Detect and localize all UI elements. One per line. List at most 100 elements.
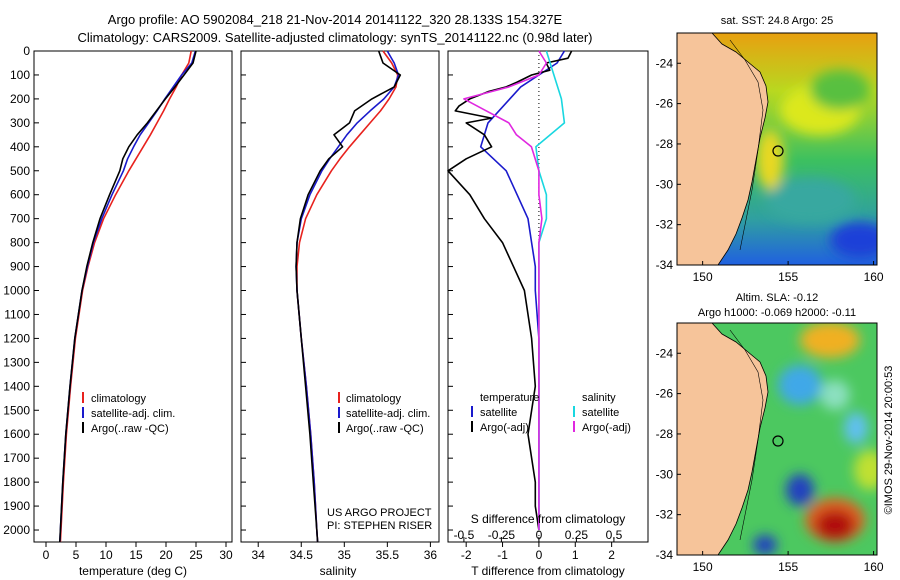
project-label: US ARGO PROJECT [327,507,432,519]
legend-satellite-adj: satellite-adj. clim. [91,408,175,420]
map-x-tick-label: 155 [778,560,798,574]
s-tick-label: -0.25 [488,528,516,542]
sla-argo-location-marker [772,435,784,447]
series-temperature-argo-adj- [447,50,573,531]
imos-timestamp: ©IMOS 29-Nov-2014 20:00:53 [883,366,895,515]
salinity-plot-frame [240,50,440,543]
figure-title-line2: Climatology: CARS2009. Satellite-adjuste… [78,30,593,45]
map-y-tick-label: -30 [656,177,674,191]
x-tick-label: 34.5 [290,548,314,562]
map-x-tick-label: 155 [778,270,798,284]
sla-map-title2: Argo h1000: -0.069 h2000: -0.11 [698,307,856,319]
y-tick-label: 1800 [3,475,30,489]
legend-satellite-adj: satellite-adj. clim. [346,408,430,420]
x-tick-label: 25 [189,548,203,562]
x-tick-label: 2 [608,548,615,562]
map-x-tick-label: 160 [864,270,884,284]
map-y-tick-label: -32 [656,508,674,522]
salinity-panel: 34 34.5 35 35.5 36 salinity climatology sate… [240,50,440,578]
s-tick-label: 0.5 [606,528,623,542]
legend-s-satellite: satellite [582,407,619,419]
y-tick-label: 0 [23,44,30,58]
x-tick-label: -1 [497,548,508,562]
map-y-tick-label: -32 [656,218,674,232]
legend-salinity-head: salinity [582,392,616,404]
x-tick-label: 30 [219,548,233,562]
legend-s-argo: Argo(-adj) [582,422,631,434]
y-tick-label: 1100 [4,307,30,321]
difference-legend: temperature salinity satellite satellite… [471,392,631,434]
y-tick-label: 800 [10,236,30,250]
sla-map-frame [676,322,878,556]
x-tick-label: 35.5 [376,548,400,562]
map-y-tick-label: -28 [656,427,674,441]
x-tick-label: 5 [73,548,80,562]
x-tick-label: 34 [252,548,266,562]
difference-xlabel-bottom: T difference from climatology [471,564,625,578]
y-tick-label: 900 [10,260,30,274]
y-tick-label: 700 [10,212,30,226]
legend-t-satellite: satellite [480,407,517,419]
series-argo-raw-qc- [295,50,402,543]
y-tick-label: 1500 [3,403,30,417]
x-tick-label: 35 [338,548,352,562]
sla-map-title1: Altim. SLA: -0.12 [736,292,819,304]
map-y-tick-label: -34 [656,548,674,562]
y-tick-label: 600 [10,188,30,202]
x-tick-label: 20 [159,548,173,562]
map-y-tick-label: -26 [656,97,674,111]
y-tick-label: 2000 [3,523,30,537]
map-x-tick-label: 150 [693,270,713,284]
legend-climatology: climatology [346,393,402,405]
y-tick-label: 200 [10,92,30,106]
map-y-tick-label: -30 [656,467,674,481]
temperature-legend: climatology satellite-adj. clim. Argo(..… [82,392,175,435]
s-tick-label: -0.5 [454,528,475,542]
map-y-tick-label: -24 [656,346,674,360]
y-tick-label: 100 [10,68,30,82]
x-tick-label: 1 [572,548,579,562]
legend-t-argo: Argo(-adj) [480,422,529,434]
sla-map-image [677,323,877,555]
sst-map-image [677,33,877,265]
sst-map-title: sat. SST: 24.8 Argo: 25 [721,15,834,27]
legend-climatology: climatology [91,393,147,405]
sst-map-panel: sat. SST: 24.8 Argo: 25 150 155 160 -24 -26 -… [656,15,884,284]
map-x-tick-label: 160 [864,560,884,574]
sla-map-panel: Altim. SLA: -0.12 Argo h1000: -0.069 h20… [656,292,884,574]
y-tick-label: 1400 [3,379,30,393]
map-y-tick-label: -26 [656,387,674,401]
y-tick-label: 1200 [3,331,30,345]
difference-plot-frame [447,50,649,543]
s-tick-label: 0 [536,528,543,542]
x-tick-label: 10 [99,548,113,562]
x-tick-label: 36 [424,548,438,562]
difference-xlabel-top: S difference from climatology [471,512,626,526]
sst-argo-location-marker [772,145,784,157]
legend-temperature-head: temperature [480,392,539,404]
s-tick-label: 0.25 [565,528,589,542]
legend-argo-raw: Argo(..raw -QC) [91,423,169,435]
y-tick-label: 400 [10,140,30,154]
x-tick-label: -2 [461,548,472,562]
salinity-xlabel: salinity [320,564,357,578]
salinity-legend: climatology satellite-adj. clim. Argo(..… [338,392,430,435]
y-tick-label: 1900 [3,499,30,513]
map-y-tick-label: -34 [656,258,674,272]
y-tick-label: 1000 [3,284,30,298]
temperature-plot-frame [33,50,233,543]
y-tick-label: 300 [10,116,30,130]
sst-map-frame [676,32,878,266]
series-argo-raw-qc- [59,50,197,543]
y-tick-label: 1300 [3,355,30,369]
x-tick-label: 0 [536,548,543,562]
temperature-panel: 0 5 10 15 20 25 300100200300400500600700800900… [3,44,233,578]
y-tick-label: 1600 [3,427,30,441]
map-y-tick-label: -24 [656,56,674,70]
temperature-xlabel: temperature (deg C) [79,564,187,578]
figure-title-line1: Argo profile: AO 5902084_218 21-Nov-2014… [108,12,563,27]
legend-argo-raw: Argo(..raw -QC) [346,423,424,435]
map-y-tick-label: -28 [656,137,674,151]
map-x-tick-label: 150 [693,560,713,574]
